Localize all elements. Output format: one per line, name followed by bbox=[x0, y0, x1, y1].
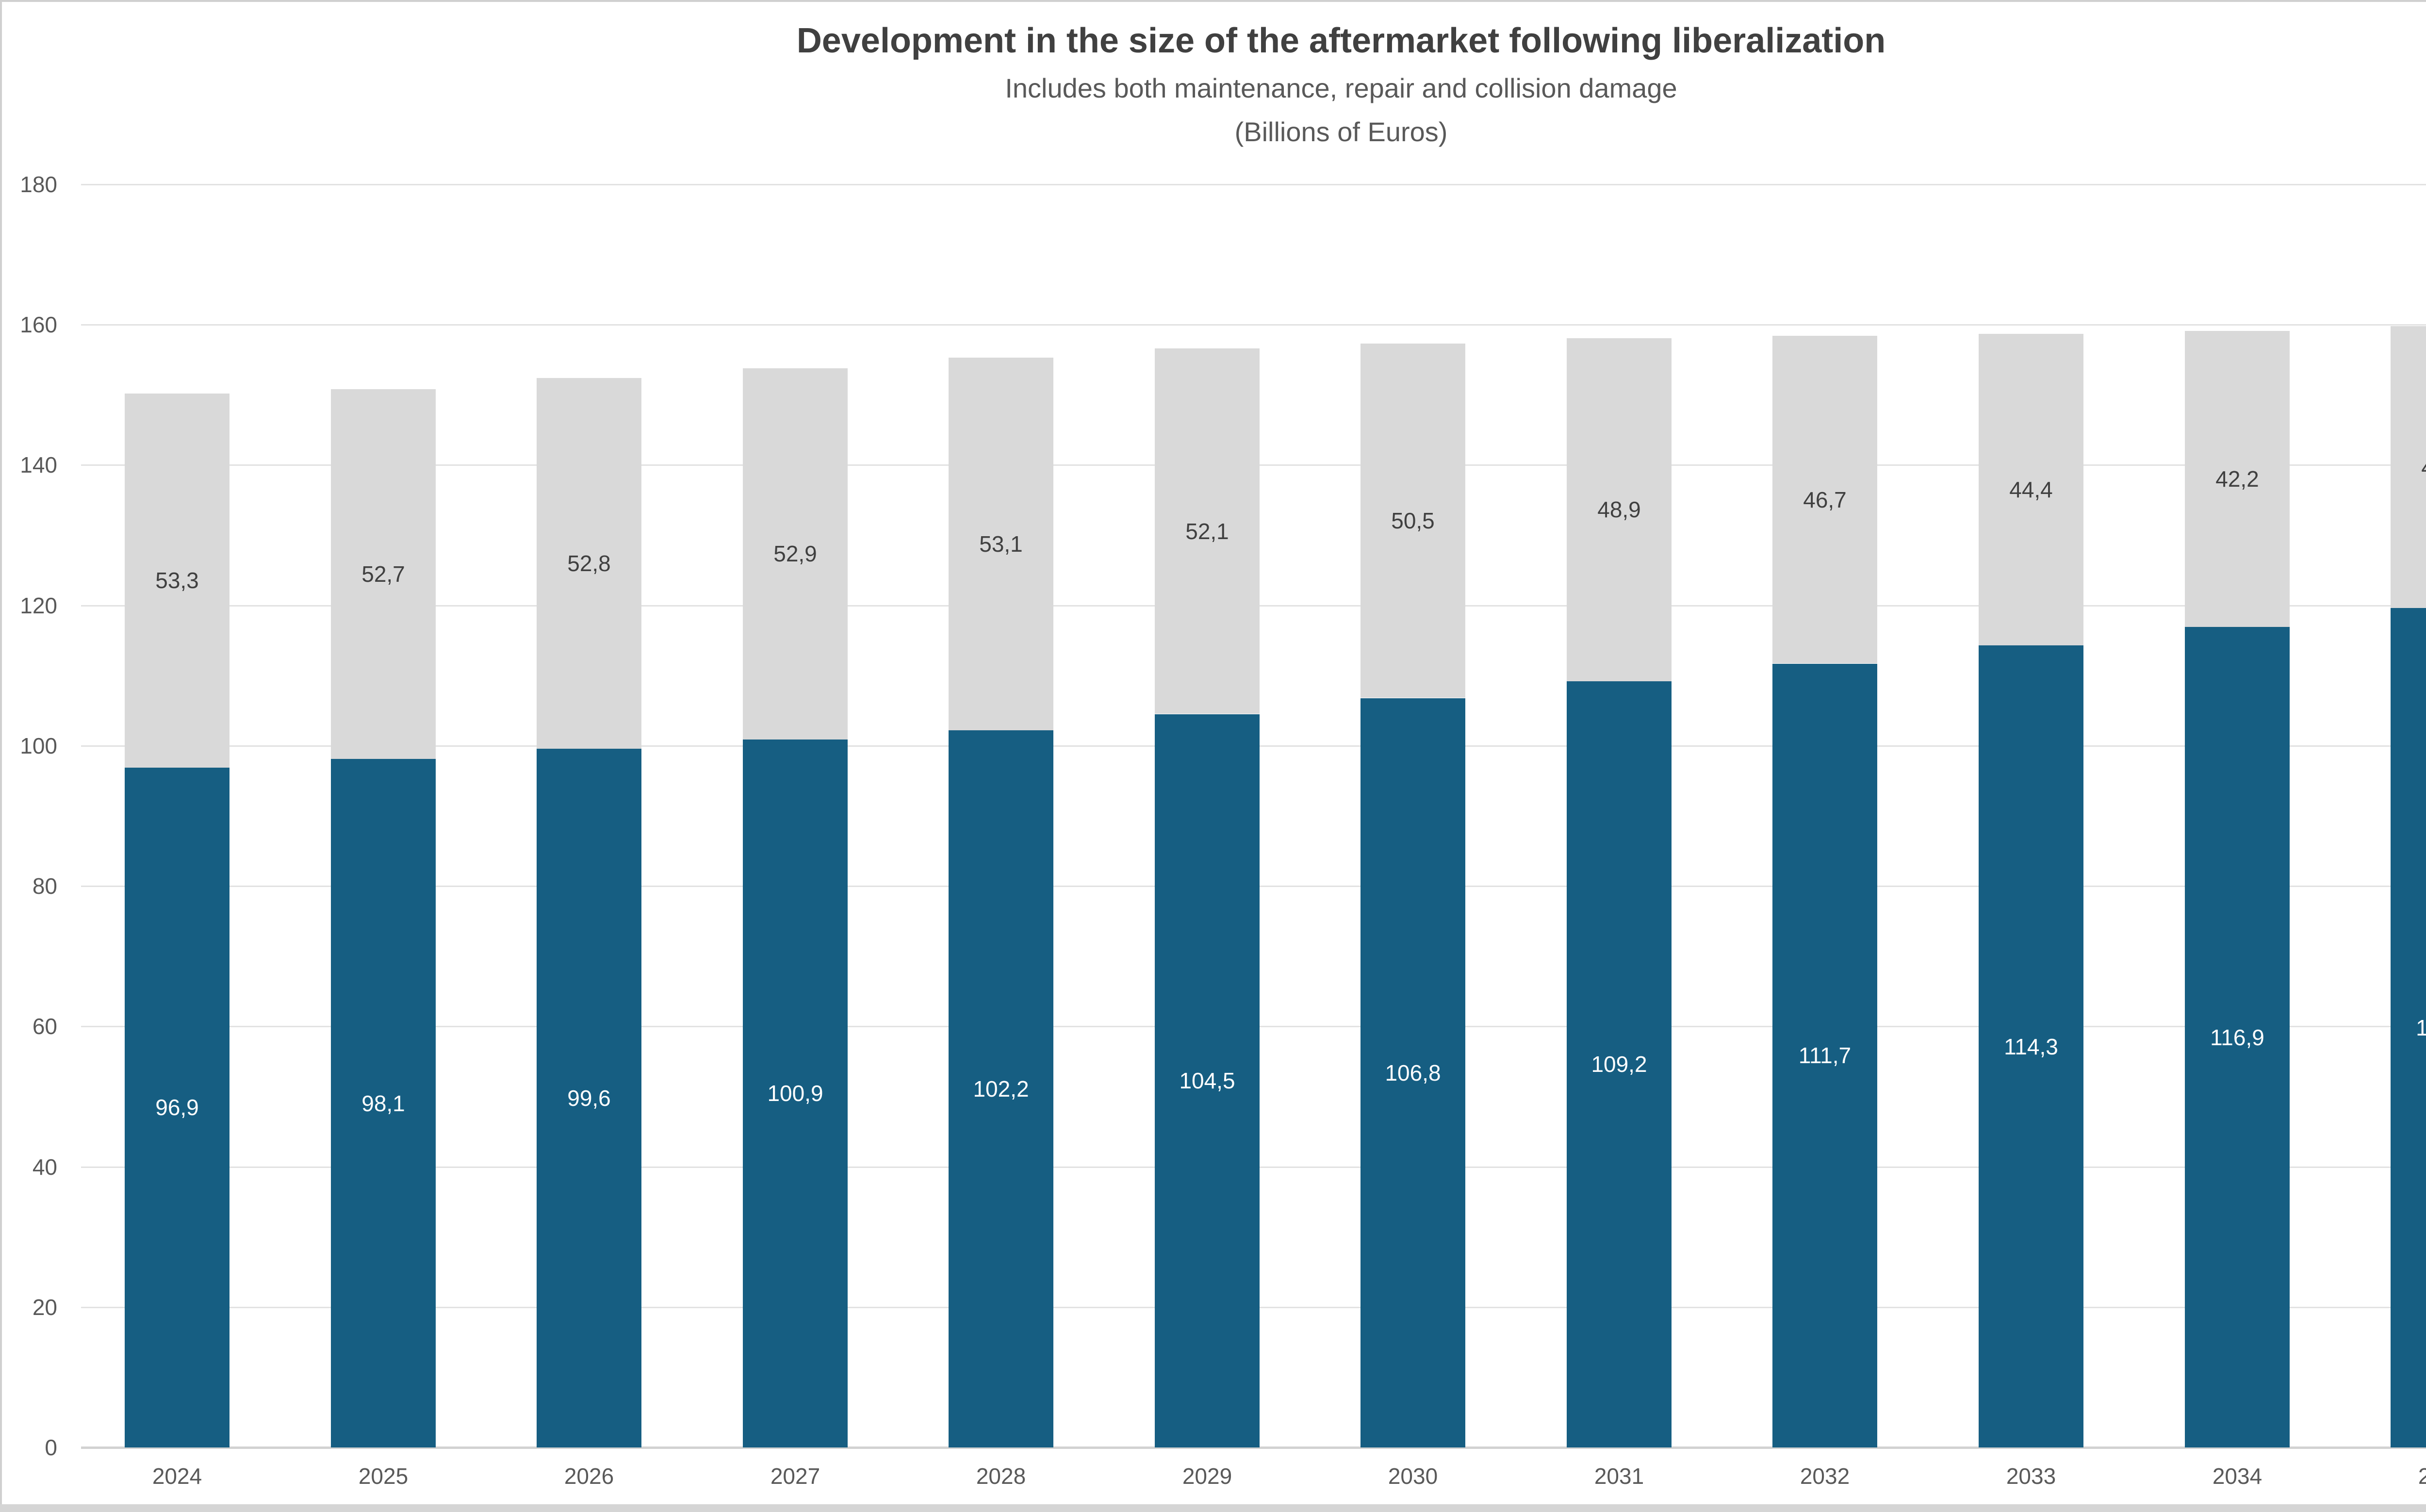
x-category-label-2026: 2026 bbox=[564, 1463, 614, 1489]
x-category-label-2027: 2027 bbox=[770, 1463, 820, 1489]
bar-value-label-iam-2030: 106,8 bbox=[1385, 1060, 1441, 1085]
bar-segment-iam-2030 bbox=[1361, 698, 1465, 1447]
y-gridline bbox=[81, 324, 2426, 326]
y-tick-label: 120 bbox=[20, 593, 57, 618]
y-tick-label: 60 bbox=[32, 1014, 57, 1039]
bar-value-label-oes-2026: 52,8 bbox=[567, 551, 611, 576]
bar-segment-oes-2032 bbox=[1772, 336, 1877, 663]
chart-subtitle: Includes both maintenance, repair and co… bbox=[1005, 73, 1677, 103]
bar-value-label-iam-2035: 119,6 bbox=[2416, 1015, 2426, 1040]
bar-value-label-iam-2026: 99,6 bbox=[567, 1085, 611, 1111]
bar-value-label-oes-2030: 50,5 bbox=[1391, 508, 1435, 533]
bar-value-label-oes-2028: 53,1 bbox=[979, 531, 1023, 557]
x-category-label-2028: 2028 bbox=[976, 1463, 1026, 1489]
bar-value-label-oes-2035: 40,2 bbox=[2370, 453, 2426, 482]
x-category-label-2025: 2025 bbox=[358, 1463, 409, 1489]
x-category-label-2035: 2035 bbox=[2418, 1463, 2426, 1489]
bar-segment-iam-2024 bbox=[125, 768, 229, 1447]
bar-segment-iam-2028 bbox=[949, 730, 1053, 1447]
bar-segment-iam-2026 bbox=[537, 749, 641, 1447]
bar-segment-iam-2032 bbox=[1772, 664, 1877, 1447]
top-border bbox=[0, 0, 2426, 2]
bar-segment-iam-2027 bbox=[743, 740, 848, 1447]
bar-value-label-iam-2028: 102,2 bbox=[973, 1076, 1029, 1101]
left-border bbox=[0, 0, 2, 1512]
y-tick-label: 160 bbox=[20, 312, 57, 337]
bar-segment-iam-2025 bbox=[331, 759, 436, 1447]
bar-value-label-iam-2034: 116,9 bbox=[2210, 1025, 2264, 1050]
bar-value-label-oes-2029: 52,1 bbox=[1185, 519, 1229, 544]
bar-value-label-iam-2031: 109,2 bbox=[1591, 1052, 1647, 1077]
y-tick-label: 140 bbox=[20, 452, 57, 477]
y-tick-label: 100 bbox=[20, 733, 57, 758]
bar-segment-iam-2034 bbox=[2185, 627, 2290, 1447]
bar-segment-iam-2035 bbox=[2391, 608, 2426, 1447]
bottom-strip bbox=[0, 1504, 2426, 1512]
x-category-label-2030: 2030 bbox=[1388, 1463, 1438, 1489]
bar-segment-iam-2029 bbox=[1155, 714, 1260, 1447]
y-gridline bbox=[81, 184, 2426, 185]
x-axis-line bbox=[81, 1446, 2426, 1449]
x-category-label-2033: 2033 bbox=[2006, 1463, 2056, 1489]
x-category-label-2032: 2032 bbox=[1800, 1463, 1850, 1489]
bar-segment-oes-2034 bbox=[2185, 331, 2290, 627]
bar-value-label-oes-2025: 52,7 bbox=[361, 561, 405, 587]
bar-value-label-oes-2024: 53,3 bbox=[155, 568, 199, 593]
bar-segment-oes-2033 bbox=[1979, 334, 2083, 645]
bar-segment-oes-2029 bbox=[1155, 348, 1260, 714]
bar-value-label-oes-2033: 44,4 bbox=[2009, 477, 2053, 502]
y-tick-label: 0 bbox=[45, 1435, 57, 1460]
y-tick-label: 40 bbox=[32, 1154, 57, 1180]
bar-value-label-iam-2027: 100,9 bbox=[767, 1081, 823, 1106]
y-tick-label: 20 bbox=[32, 1295, 57, 1320]
bar-value-label-oes-2034: 42,2 bbox=[2215, 466, 2259, 492]
y-tick-label: 180 bbox=[20, 172, 57, 197]
bar-value-label-iam-2025: 98,1 bbox=[361, 1091, 405, 1116]
bar-value-label-oes-2027: 52,9 bbox=[773, 541, 817, 566]
x-category-label-2034: 2034 bbox=[2212, 1463, 2262, 1489]
chart-units-label: (Billions of Euros) bbox=[1234, 116, 1448, 147]
bar-segment-oes-2025 bbox=[331, 389, 436, 759]
bar-value-label-iam-2024: 96,9 bbox=[155, 1095, 199, 1120]
bar-segment-iam-2033 bbox=[1979, 645, 2083, 1447]
bar-segment-oes-2030 bbox=[1361, 344, 1465, 698]
bar-value-label-oes-2032: 46,7 bbox=[1803, 487, 1847, 512]
bar-segment-oes-2024 bbox=[125, 394, 229, 768]
bar-value-label-iam-2029: 104,5 bbox=[1179, 1068, 1235, 1093]
bar-value-label-iam-2032: 111,7 bbox=[1798, 1043, 1852, 1068]
x-category-label-2024: 2024 bbox=[152, 1463, 202, 1489]
bar-segment-oes-2031 bbox=[1567, 338, 1672, 681]
bar-segment-oes-2026 bbox=[537, 378, 641, 749]
bar-value-label-oes-2031: 48,9 bbox=[1597, 497, 1641, 522]
y-tick-label: 80 bbox=[32, 873, 57, 899]
bar-segment-oes-2035 bbox=[2391, 326, 2426, 608]
bar-value-label-iam-2033: 114,3 bbox=[2004, 1034, 2058, 1059]
x-category-label-2029: 2029 bbox=[1182, 1463, 1232, 1489]
bar-segment-oes-2027 bbox=[743, 368, 848, 740]
bar-segment-iam-2031 bbox=[1567, 681, 1672, 1447]
x-category-label-2031: 2031 bbox=[1594, 1463, 1644, 1489]
chart-title: Development in the size of the aftermark… bbox=[796, 21, 1886, 60]
bar-segment-oes-2028 bbox=[949, 358, 1053, 730]
